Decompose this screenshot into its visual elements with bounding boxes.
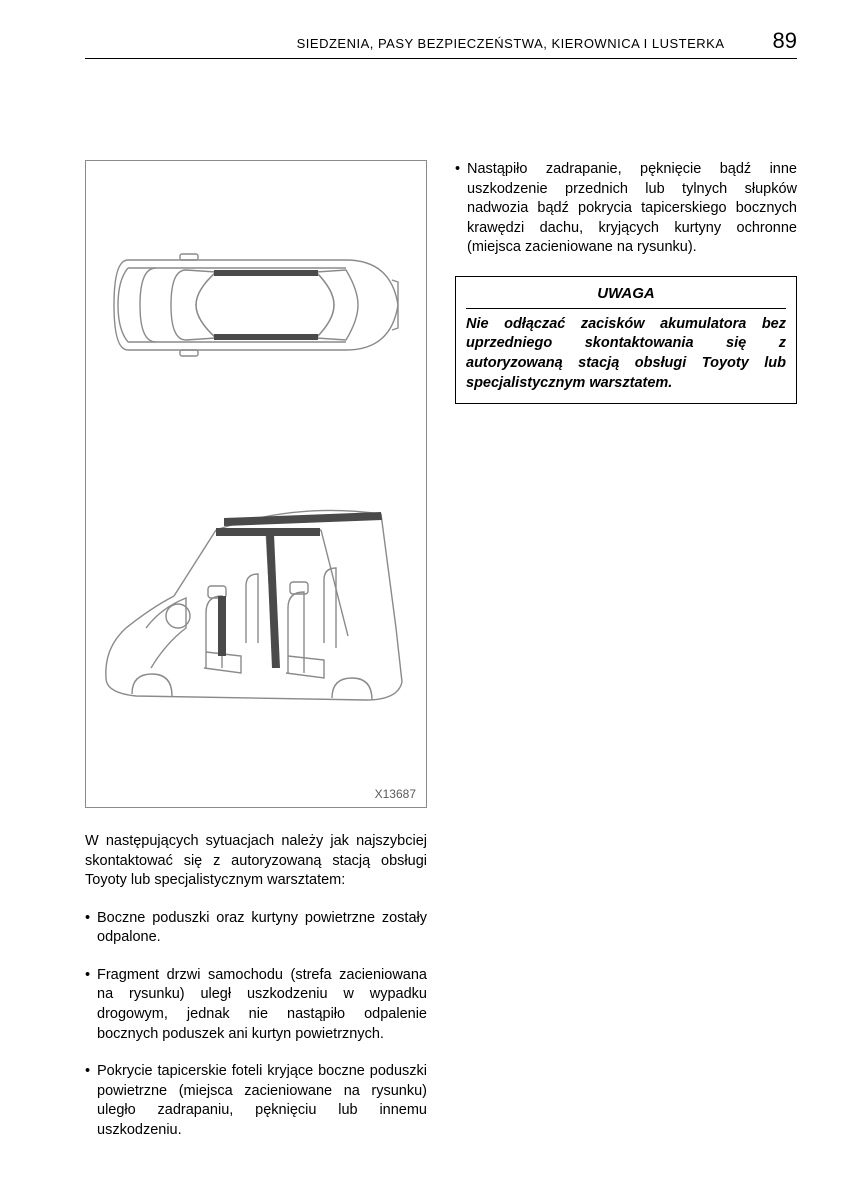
left-column: X13687 W następujących sytuacjach należy… — [85, 160, 427, 1160]
intro-paragraph: W następujących sytuacjach należy jak na… — [85, 832, 427, 891]
figure-box: X13687 — [85, 160, 427, 808]
warning-title: UWAGA — [466, 285, 786, 309]
bullet-right-1: Nastąpiło zadrapanie, pęknięcie bądź inn… — [455, 160, 797, 258]
header-title: SIEDZENIA, PASY BEZPIECZEŃSTWA, KIEROWNI… — [297, 36, 725, 51]
car-topview-illustration — [96, 220, 416, 390]
content-area: X13687 W następujących sytuacjach należy… — [85, 160, 797, 1160]
page-number: 89 — [773, 28, 797, 54]
warning-box: UWAGA Nie odłączać zacisków akumulatora … — [455, 276, 797, 404]
car-cutaway-illustration — [96, 468, 416, 728]
page-header: SIEDZENIA, PASY BEZPIECZEŃSTWA, KIEROWNI… — [85, 28, 797, 59]
right-column: Nastąpiło zadrapanie, pęknięcie bądź inn… — [455, 160, 797, 1160]
warning-text: Nie odłączać zacisków akumulatora bez up… — [466, 315, 786, 393]
bullet-left-2: Fragment drzwi samochodu (strefa zacieni… — [85, 966, 427, 1044]
bullet-left-1: Boczne poduszki oraz kurtyny powietrzne … — [85, 909, 427, 948]
bullet-left-3: Pokrycie tapicerskie foteli kryjące bocz… — [85, 1062, 427, 1140]
figure-id-label: X13687 — [375, 787, 416, 801]
